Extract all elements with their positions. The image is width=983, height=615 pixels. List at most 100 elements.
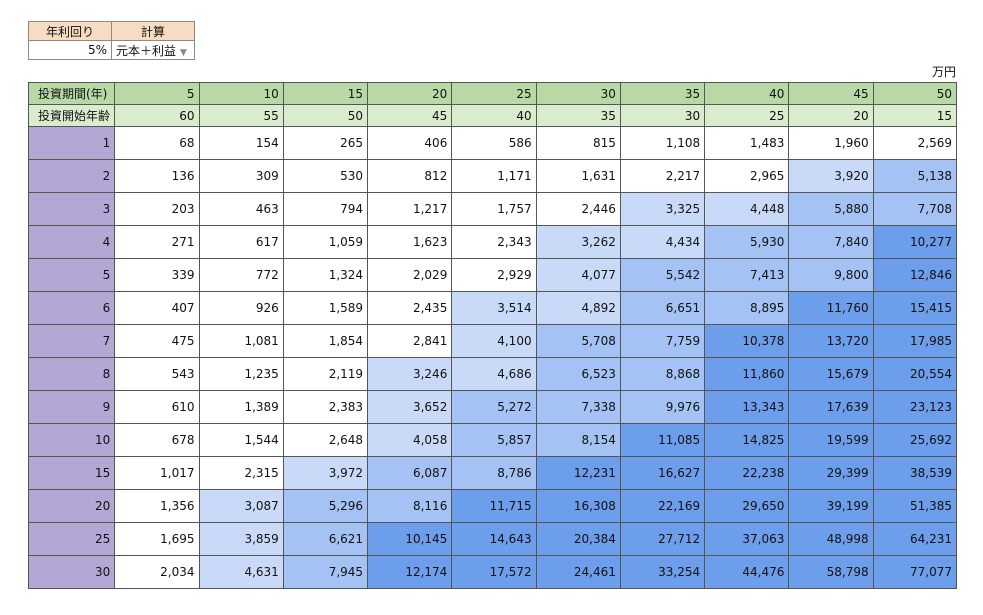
value-cell[interactable]: 29,650 [704, 489, 790, 523]
value-cell[interactable]: 23,123 [872, 390, 958, 424]
age-header-cell[interactable]: 20 [788, 104, 874, 127]
value-cell[interactable]: 407 [114, 291, 200, 325]
value-cell[interactable]: 27,712 [619, 522, 706, 556]
value-cell[interactable]: 543 [114, 357, 200, 391]
value-cell[interactable]: 2,435 [367, 291, 453, 325]
value-cell[interactable]: 6,523 [535, 357, 621, 391]
value-cell[interactable]: 5,857 [451, 423, 537, 457]
value-cell[interactable]: 1,171 [451, 159, 537, 193]
age-header-cell[interactable]: 25 [704, 104, 790, 127]
value-cell[interactable]: 309 [198, 159, 284, 193]
value-cell[interactable]: 11,860 [704, 357, 790, 391]
value-cell[interactable]: 1,017 [114, 456, 200, 490]
rate-cell[interactable]: 5% [28, 40, 112, 60]
row-label-cell[interactable]: 3 [27, 192, 116, 226]
value-cell[interactable]: 24,461 [535, 555, 621, 589]
value-cell[interactable]: 794 [282, 192, 369, 226]
row-label-cell[interactable]: 8 [27, 357, 116, 391]
row-label-cell[interactable]: 4 [27, 225, 116, 259]
period-header-cell[interactable]: 40 [704, 82, 790, 105]
value-cell[interactable]: 10,145 [367, 522, 453, 556]
value-cell[interactable]: 7,708 [872, 192, 958, 226]
value-cell[interactable]: 16,627 [619, 456, 706, 490]
value-cell[interactable]: 5,880 [788, 192, 874, 226]
period-header-row-label[interactable]: 投資期間(年) [27, 82, 116, 105]
value-cell[interactable]: 8,895 [704, 291, 790, 325]
row-label-cell[interactable]: 2 [27, 159, 116, 193]
value-cell[interactable]: 4,448 [704, 192, 790, 226]
value-cell[interactable]: 7,945 [282, 555, 369, 589]
value-cell[interactable]: 4,434 [619, 225, 706, 259]
value-cell[interactable]: 19,599 [788, 423, 874, 457]
period-header-cell[interactable]: 10 [198, 82, 284, 105]
value-cell[interactable]: 2,217 [619, 159, 706, 193]
value-cell[interactable]: 1,960 [788, 126, 874, 160]
value-cell[interactable]: 530 [282, 159, 369, 193]
row-label-cell[interactable]: 7 [27, 324, 116, 358]
calc-dropdown[interactable]: 元本＋利益 ▼ [111, 40, 195, 60]
row-label-cell[interactable]: 1 [27, 126, 116, 160]
value-cell[interactable]: 3,246 [367, 357, 453, 391]
age-header-cell[interactable]: 60 [114, 104, 200, 127]
value-cell[interactable]: 5,708 [535, 324, 621, 358]
age-header-row-label[interactable]: 投資開始年齢 [27, 104, 116, 127]
row-label-cell[interactable]: 9 [27, 390, 116, 424]
value-cell[interactable]: 1,483 [704, 126, 790, 160]
value-cell[interactable]: 2,119 [282, 357, 369, 391]
value-cell[interactable]: 68 [114, 126, 200, 160]
value-cell[interactable]: 339 [114, 258, 200, 292]
value-cell[interactable]: 5,930 [704, 225, 790, 259]
period-header-cell[interactable]: 50 [872, 82, 958, 105]
value-cell[interactable]: 475 [114, 324, 200, 358]
value-cell[interactable]: 1,059 [282, 225, 369, 259]
value-cell[interactable]: 1,356 [114, 489, 200, 523]
value-cell[interactable]: 3,972 [282, 456, 369, 490]
value-cell[interactable]: 37,063 [704, 522, 790, 556]
value-cell[interactable]: 3,087 [198, 489, 284, 523]
value-cell[interactable]: 1,235 [198, 357, 284, 391]
value-cell[interactable]: 38,539 [872, 456, 958, 490]
row-label-cell[interactable]: 20 [27, 489, 116, 523]
value-cell[interactable]: 17,572 [451, 555, 537, 589]
value-cell[interactable]: 6,651 [619, 291, 706, 325]
value-cell[interactable]: 22,238 [704, 456, 790, 490]
value-cell[interactable]: 22,169 [619, 489, 706, 523]
value-cell[interactable]: 9,800 [788, 258, 874, 292]
value-cell[interactable]: 2,965 [704, 159, 790, 193]
value-cell[interactable]: 3,859 [198, 522, 284, 556]
value-cell[interactable]: 617 [198, 225, 284, 259]
period-header-cell[interactable]: 5 [114, 82, 200, 105]
age-header-cell[interactable]: 50 [282, 104, 369, 127]
value-cell[interactable]: 6,087 [367, 456, 453, 490]
period-header-cell[interactable]: 15 [282, 82, 369, 105]
row-label-cell[interactable]: 6 [27, 291, 116, 325]
age-header-cell[interactable]: 35 [535, 104, 621, 127]
value-cell[interactable]: 1,589 [282, 291, 369, 325]
value-cell[interactable]: 463 [198, 192, 284, 226]
value-cell[interactable]: 2,841 [367, 324, 453, 358]
value-cell[interactable]: 14,643 [451, 522, 537, 556]
value-cell[interactable]: 4,631 [198, 555, 284, 589]
value-cell[interactable]: 678 [114, 423, 200, 457]
value-cell[interactable]: 77,077 [872, 555, 958, 589]
value-cell[interactable]: 10,277 [872, 225, 958, 259]
value-cell[interactable]: 2,929 [451, 258, 537, 292]
value-cell[interactable]: 44,476 [704, 555, 790, 589]
value-cell[interactable]: 203 [114, 192, 200, 226]
value-cell[interactable]: 7,338 [535, 390, 621, 424]
age-header-cell[interactable]: 40 [451, 104, 537, 127]
row-label-cell[interactable]: 25 [27, 522, 116, 556]
value-cell[interactable]: 17,639 [788, 390, 874, 424]
value-cell[interactable]: 136 [114, 159, 200, 193]
value-cell[interactable]: 3,920 [788, 159, 874, 193]
value-cell[interactable]: 3,325 [619, 192, 706, 226]
age-header-cell[interactable]: 30 [619, 104, 706, 127]
value-cell[interactable]: 5,296 [282, 489, 369, 523]
value-cell[interactable]: 1,623 [367, 225, 453, 259]
value-cell[interactable]: 4,686 [451, 357, 537, 391]
age-header-cell[interactable]: 15 [872, 104, 958, 127]
value-cell[interactable]: 5,138 [872, 159, 958, 193]
value-cell[interactable]: 1,631 [535, 159, 621, 193]
value-cell[interactable]: 1,389 [198, 390, 284, 424]
value-cell[interactable]: 1,695 [114, 522, 200, 556]
